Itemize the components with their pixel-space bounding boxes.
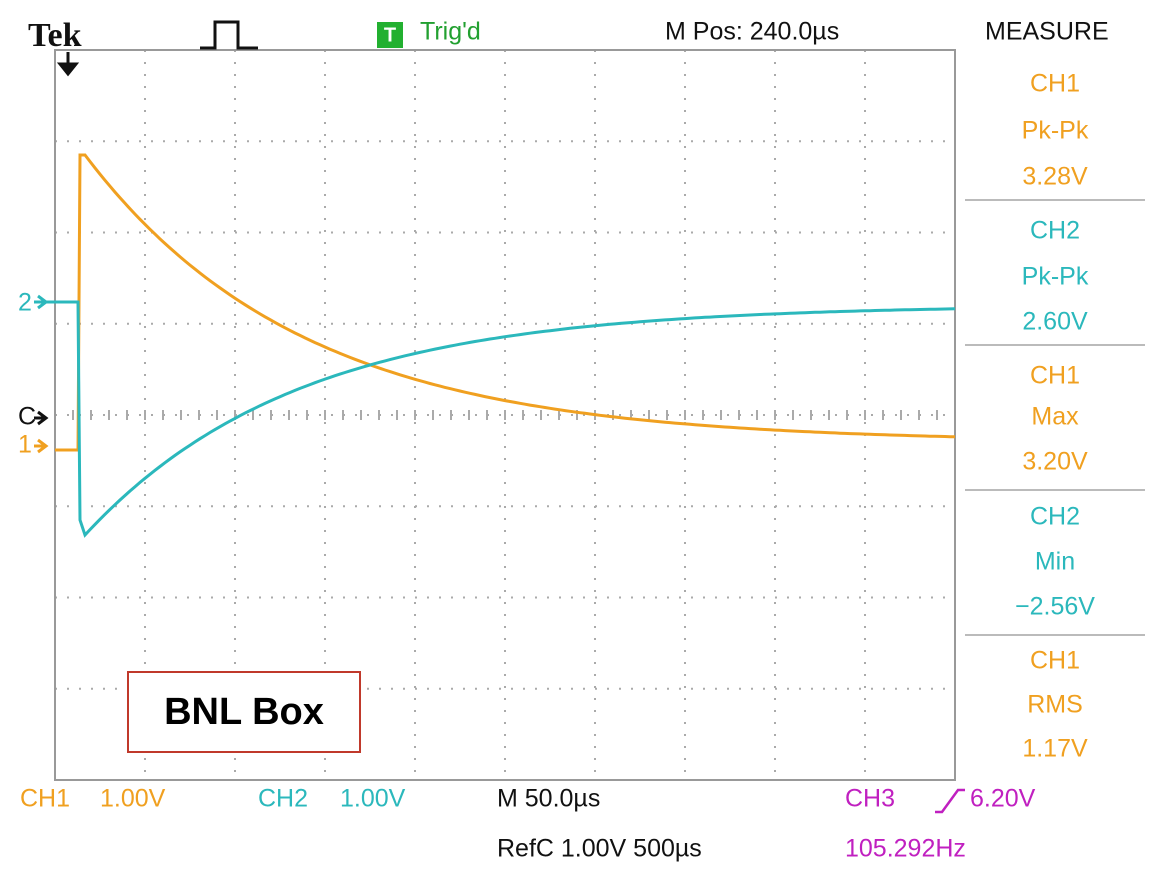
trigger-position-arrow xyxy=(56,52,80,77)
trigger-badge: T xyxy=(384,24,396,46)
measure-panel: CH1 Pk-Pk 3.28V CH2 Pk-Pk 2.60V CH1 Max … xyxy=(965,70,1145,763)
ch1-marker: 1 xyxy=(18,431,32,459)
measure-type: RMS xyxy=(1027,691,1083,719)
ref-arrow xyxy=(34,410,49,426)
timebase: M 50.0µs xyxy=(497,785,600,813)
measure-value: 3.28V xyxy=(1022,163,1088,191)
trigger-level: 6.20V xyxy=(970,785,1036,813)
measure-source: CH1 xyxy=(1030,362,1080,390)
ch1-scale: 1.00V xyxy=(100,785,166,813)
ch3-label: CH3 xyxy=(845,785,895,813)
annotation-box xyxy=(127,671,361,753)
ch2-scale: 1.00V xyxy=(340,785,406,813)
measure-value: 2.60V xyxy=(1022,308,1088,336)
ch2-trace xyxy=(55,300,956,538)
measure-value: 1.17V xyxy=(1022,735,1088,763)
graticule-border xyxy=(54,49,956,781)
ch1-label: CH1 xyxy=(20,785,70,813)
measure-type: Pk-Pk xyxy=(1022,263,1089,291)
measure-source: CH2 xyxy=(1030,503,1080,531)
measure-source: CH1 xyxy=(1030,647,1080,675)
measure-source: CH1 xyxy=(1030,70,1080,98)
measure-type: Min xyxy=(1035,548,1075,576)
ch1-arrow xyxy=(34,438,49,454)
slope-icon xyxy=(935,788,965,814)
graticule xyxy=(54,50,956,780)
frequency: 105.292Hz xyxy=(845,835,966,863)
measure-type: Pk-Pk xyxy=(1022,117,1089,145)
acquire-icon xyxy=(200,20,258,50)
ref-marker: C xyxy=(18,403,36,431)
ch1-trace xyxy=(55,153,956,452)
annotation: BNL Box xyxy=(164,691,324,733)
ch2-label: CH2 xyxy=(258,785,308,813)
trigger-badge-box xyxy=(377,22,403,48)
trigger-status: Trig'd xyxy=(420,18,481,46)
measure-title: MEASURE xyxy=(985,18,1109,46)
measure-value: −2.56V xyxy=(1015,593,1095,621)
ch2-arrow xyxy=(34,294,55,310)
reference: RefC 1.00V 500µs xyxy=(497,835,702,863)
measure-source: CH2 xyxy=(1030,217,1080,245)
horizontal-position: M Pos: 240.0µs xyxy=(665,18,839,46)
brand: Tek xyxy=(28,17,82,54)
measure-type: Max xyxy=(1031,403,1079,431)
ch2-marker: 2 xyxy=(18,289,32,317)
measure-value: 3.20V xyxy=(1022,448,1088,476)
